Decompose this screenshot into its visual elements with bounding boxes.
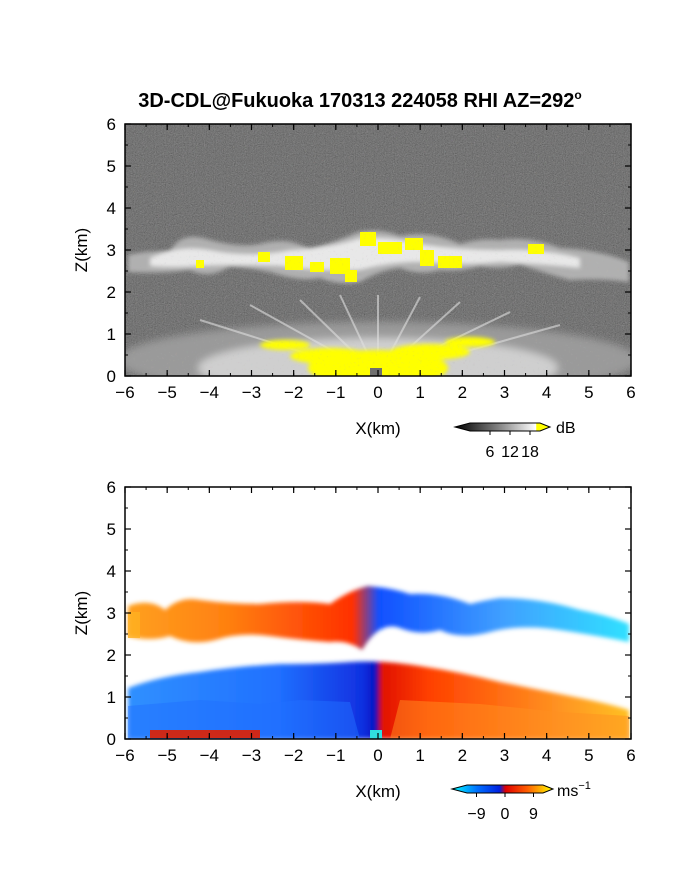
velocity-colorbar-ticks: −9 0 9 (467, 793, 538, 823)
x-tick-label: 0 (373, 746, 382, 765)
y-tick-label: 5 (107, 157, 116, 176)
reflectivity-y-ticks: 0 1 2 3 4 5 6 (107, 115, 631, 386)
y-tick-label: 1 (107, 325, 116, 344)
colorbar-tick-label: −9 (467, 806, 485, 823)
x-tick-label: −3 (242, 383, 261, 402)
x-tick-label: −4 (200, 383, 219, 402)
x-tick-label: −6 (115, 383, 134, 402)
x-tick-label: 4 (542, 746, 551, 765)
x-tick-label: 4 (542, 383, 551, 402)
velocity-colorbar-unit: ms−1 (557, 780, 591, 800)
y-tick-label: 0 (107, 730, 116, 749)
reflectivity-x-ticks: −6 −5 −4 −3 −2 −1 0 1 2 3 4 5 6 (115, 124, 636, 402)
y-tick-label: 6 (107, 115, 116, 134)
reflectivity-y-axis-label: Z(km) (72, 228, 91, 272)
reflectivity-colorbar-ticks: 6 12 18 (486, 431, 539, 461)
x-tick-label: 3 (500, 383, 509, 402)
x-tick-label: −2 (284, 746, 303, 765)
y-tick-label: 1 (107, 688, 116, 707)
x-tick-label: −3 (242, 746, 261, 765)
figure-title: 3D-CDL@Fukuoka 170313 224058 RHI AZ=292o (138, 88, 582, 112)
y-tick-label: 6 (107, 478, 116, 497)
x-tick-label: 5 (584, 746, 593, 765)
y-tick-label: 2 (107, 646, 116, 665)
colorbar-tick-label: 12 (501, 444, 519, 461)
x-tick-label: 6 (626, 383, 635, 402)
x-tick-label: −1 (326, 383, 345, 402)
velocity-x-ticks: −6 −5 −4 −3 −2 −1 0 1 2 3 4 5 6 (115, 487, 636, 765)
x-tick-label: −5 (157, 746, 176, 765)
velocity-x-axis-label: X(km) (355, 782, 400, 801)
x-tick-label: 1 (415, 746, 424, 765)
x-tick-label: 6 (626, 746, 635, 765)
x-tick-label: 3 (500, 746, 509, 765)
colorbar-tick-label: 9 (529, 806, 538, 823)
colorbar-tick-label: 18 (521, 444, 539, 461)
y-tick-label: 4 (107, 562, 116, 581)
x-tick-label: −1 (326, 746, 345, 765)
reflectivity-colorbar: dB 6 12 18 (453, 420, 576, 461)
velocity-y-axis-label: Z(km) (72, 591, 91, 635)
x-tick-label: −4 (200, 746, 219, 765)
colorbar-tick-label: 0 (501, 806, 510, 823)
x-tick-label: −2 (284, 383, 303, 402)
velocity-y-ticks: 0 1 2 3 4 5 6 (107, 478, 631, 749)
velocity-colorbar: ms−1 −9 0 9 (450, 780, 591, 823)
x-tick-label: 2 (458, 746, 467, 765)
reflectivity-x-axis-label: X(km) (355, 419, 400, 438)
velocity-image (125, 487, 631, 739)
x-tick-label: 0 (373, 383, 382, 402)
x-tick-label: 2 (458, 383, 467, 402)
x-tick-label: −6 (115, 746, 134, 765)
y-tick-label: 5 (107, 520, 116, 539)
y-tick-label: 4 (107, 199, 116, 218)
y-tick-label: 3 (107, 604, 116, 623)
reflectivity-colorbar-unit: dB (556, 420, 576, 437)
x-tick-label: 5 (584, 383, 593, 402)
y-tick-label: 3 (107, 241, 116, 260)
y-tick-label: 0 (107, 367, 116, 386)
y-tick-label: 2 (107, 283, 116, 302)
reflectivity-image (125, 124, 631, 376)
colorbar-tick-label: 6 (486, 444, 495, 461)
x-tick-label: 1 (415, 383, 424, 402)
x-tick-label: −5 (157, 383, 176, 402)
